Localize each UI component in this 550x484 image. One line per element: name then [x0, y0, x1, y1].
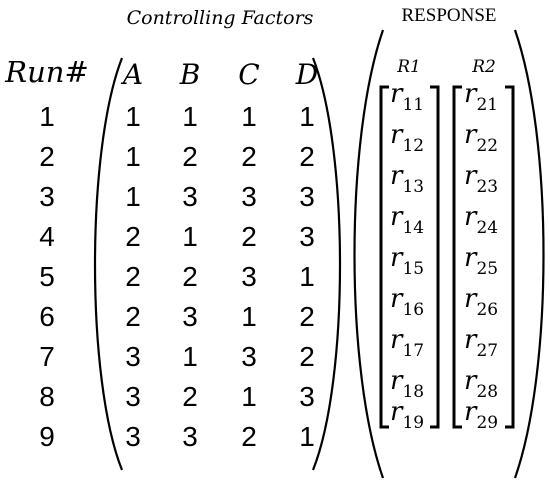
- r2-entry: r26: [464, 284, 498, 320]
- r1-entry: r13: [390, 161, 424, 197]
- matrix-cell: 2: [125, 301, 141, 332]
- r1-entry: r18: [390, 366, 424, 402]
- r1-entry: r16: [390, 284, 424, 320]
- matrix-cell: 3: [125, 421, 141, 452]
- run-number: 4: [39, 221, 55, 252]
- controlling-factors-title: Controlling Factors: [127, 7, 314, 29]
- matrix-cell: 2: [241, 221, 257, 252]
- run-number-column: 1 2 3 4 5 6 7 8 9: [39, 101, 55, 452]
- r1-entry: r11: [390, 79, 424, 115]
- matrix-cell: 1: [299, 101, 315, 132]
- run-number: 2: [39, 141, 55, 172]
- matrix-cell: 3: [241, 341, 257, 372]
- matrix-cell: 3: [299, 381, 315, 412]
- matrix-cell: 2: [125, 261, 141, 292]
- matrix-cell: 1: [125, 101, 141, 132]
- factor-matrix-right-paren: [311, 57, 342, 471]
- matrix-cell: 3: [241, 261, 257, 292]
- run-number: 5: [39, 261, 55, 292]
- r2-entry: r21: [464, 79, 498, 115]
- run-column-label: Run#: [4, 55, 89, 89]
- matrix-cell: 2: [182, 261, 198, 292]
- r1-entry: r14: [390, 202, 424, 238]
- factor-header-a: A: [120, 58, 143, 91]
- matrix-cell: 2: [125, 221, 141, 252]
- matrix-cell: 3: [182, 301, 198, 332]
- r2-entry: r27: [464, 325, 498, 361]
- r2-entry: r23: [464, 161, 498, 197]
- response-title: RESPONSE: [401, 5, 496, 26]
- matrix-cell: 1: [241, 301, 257, 332]
- matrix-cell: 1: [299, 421, 315, 452]
- run-number: 6: [39, 301, 55, 332]
- matrix-cell: 3: [299, 221, 315, 252]
- r2-column: r21 r22 r23 r24 r25 r26 r27 r28 r29: [464, 79, 498, 433]
- r2-entry: r28: [464, 366, 498, 402]
- matrix-cell: 1: [182, 221, 198, 252]
- matrix-cell: 2: [182, 141, 198, 172]
- run-number: 7: [39, 341, 55, 372]
- r1-entry: r19: [390, 397, 424, 433]
- matrix-cell: 1: [125, 141, 141, 172]
- matrix-cell: 2: [299, 301, 315, 332]
- r2-entry: r22: [464, 120, 498, 156]
- r1-left-bracket: [379, 85, 389, 429]
- run-number: 3: [39, 181, 55, 212]
- matrix-cell: 1: [241, 381, 257, 412]
- response-right-paren: [513, 29, 545, 479]
- matrix-cell: 1: [182, 341, 198, 372]
- matrix-cell: 1: [241, 101, 257, 132]
- matrix-cell: 3: [299, 181, 315, 212]
- r1-entry: r17: [390, 325, 424, 361]
- response-left-paren: [353, 29, 385, 479]
- matrix-cell: 2: [241, 421, 257, 452]
- r2-entry: r24: [464, 202, 498, 238]
- response-label-r1: R1: [396, 57, 421, 77]
- matrix-cell: 3: [241, 181, 257, 212]
- r1-right-bracket: [430, 85, 440, 429]
- run-number: 8: [39, 381, 55, 412]
- matrix-cell: 1: [125, 181, 141, 212]
- factor-matrix-left-paren: [93, 57, 124, 471]
- run-number: 1: [39, 101, 55, 132]
- r1-column: r11 r12 r13 r14 r15 r16 r17 r18 r19: [390, 79, 424, 433]
- r2-entry: r29: [464, 397, 498, 433]
- factor-matrix: 1 1 1 1 1 2 2 2 1 3 3 3 2 1 2 3 2 2 3 1 …: [125, 101, 315, 452]
- matrix-cell: 3: [182, 181, 198, 212]
- matrix-cell: 2: [299, 141, 315, 172]
- matrix-cell: 1: [299, 261, 315, 292]
- r2-right-bracket: [505, 85, 515, 429]
- matrix-cell: 3: [125, 381, 141, 412]
- factor-header-c: C: [238, 58, 259, 91]
- r1-entry: r12: [390, 120, 424, 156]
- matrix-cell: 2: [182, 381, 198, 412]
- matrix-cell: 3: [182, 421, 198, 452]
- r2-left-bracket: [452, 85, 462, 429]
- matrix-cell: 2: [241, 141, 257, 172]
- matrix-cell: 3: [125, 341, 141, 372]
- r1-entry: r15: [390, 243, 424, 279]
- matrix-cell: 2: [299, 341, 315, 372]
- factor-header-d: D: [295, 58, 318, 91]
- run-number: 9: [39, 421, 55, 452]
- matrix-cell: 1: [182, 101, 198, 132]
- factor-header-b: B: [179, 58, 201, 91]
- response-label-r2: R2: [471, 57, 496, 77]
- r2-entry: r25: [464, 243, 498, 279]
